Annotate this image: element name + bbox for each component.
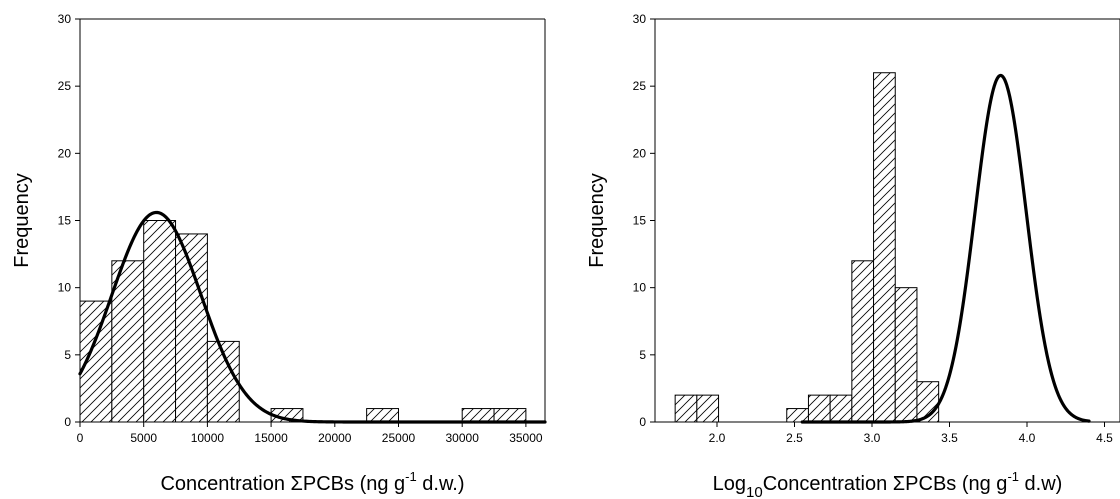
x-tick-label: 25000 [382,431,416,445]
normal-fit-curve [78,210,547,424]
x-tick-label: 3.5 [941,431,958,445]
histogram-bar [894,287,918,423]
x-tick-label: 3.0 [864,431,881,445]
x-tick-label: 35000 [509,431,543,445]
y-tick-label: 25 [633,79,647,93]
x-tick-label: 0 [77,431,84,445]
chart-1: 0 5 10 15 20 25 30 0 5000 10000 15000 20000 25000 300… [11,12,547,495]
histogram-bar [696,394,720,423]
y-tick-label: 10 [633,281,647,295]
x-tick-label: 4.0 [1019,431,1036,445]
y-tick-label: 30 [633,12,647,26]
x-tick-label: 15000 [254,431,288,445]
y-axis-title: Frequency [11,173,33,268]
y-tick-label: 20 [633,146,647,160]
histogram-bar [807,394,831,423]
y-tick-label: 5 [64,348,71,362]
x-tick-label: 2.5 [786,431,803,445]
y-tick-label: 30 [58,12,72,26]
y-tick-label: 15 [633,214,647,228]
histogram-bar [111,260,145,423]
normal-fit-curve [800,73,1091,424]
x-tick-label: 4.5 [1096,431,1113,445]
histogram-bar [674,394,698,423]
histogram-bar [829,394,853,423]
x-axis-title: Concentration ΣPCBs (ng g-1 d.w.) [160,469,464,495]
x-tick-label: 30000 [446,431,480,445]
y-axis-title: Frequency [586,173,608,268]
y-tick-label: 0 [639,415,646,429]
x-tick-label: 5000 [130,431,157,445]
y-tick-label: 0 [64,415,71,429]
y-tick-label: 10 [58,281,72,295]
histogram-bar [493,408,527,423]
histogram-bar [366,408,399,423]
histogram-bar [786,408,809,423]
histogram-bar [851,260,875,423]
y-tick-label: 5 [639,348,646,362]
y-tick-label: 20 [58,146,72,160]
chart-2: 0 5 10 15 20 25 30 2.0 2.5 3.0 3.5 4.0 4.5 Frequency L… [586,12,1120,499]
y-tick-label: 25 [58,79,72,93]
x-tick-label: 10000 [191,431,225,445]
x-axis-title: Log10Concentration ΣPCBs (ng g-1 d.w) [713,469,1063,499]
histogram-bar [873,72,896,423]
histogram-bar [175,233,208,423]
histogram-bar [143,220,177,423]
x-tick-label: 2.0 [709,431,726,445]
y-tick-label: 15 [58,214,72,228]
histogram-bar [461,408,495,423]
x-tick-label: 20000 [318,431,352,445]
